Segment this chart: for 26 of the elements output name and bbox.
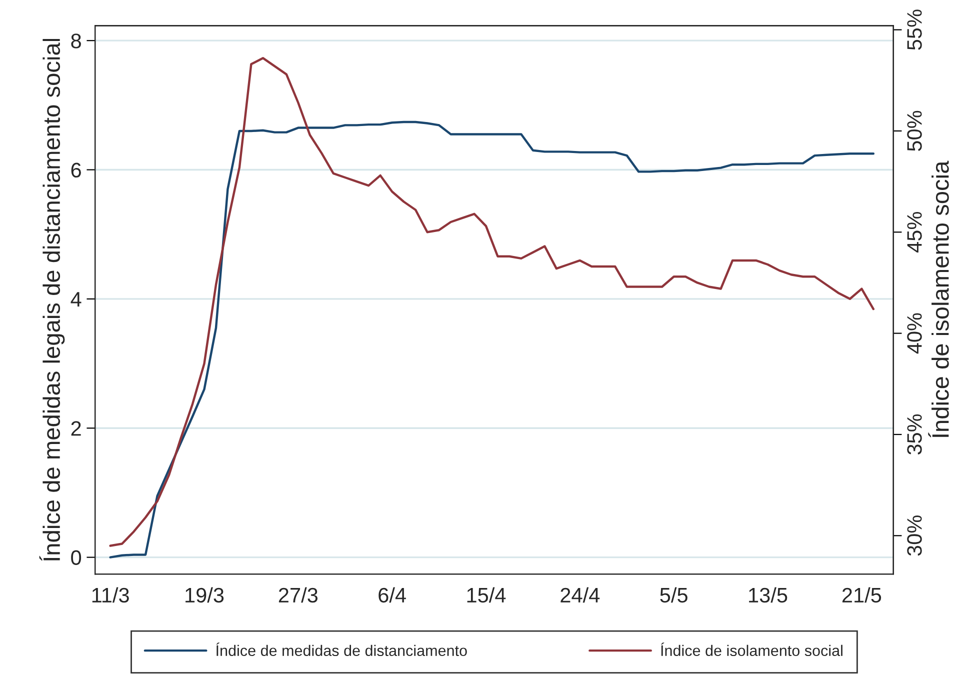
x-tick-label: 27/3: [278, 587, 318, 603]
x-tick-label: 19/3: [186, 587, 224, 603]
y2-tick-label: 35%: [907, 414, 922, 455]
y-tick-label: 2: [71, 421, 81, 436]
x-tick-label: 5/5: [660, 587, 688, 603]
y2-tick-label: 30%: [907, 516, 922, 556]
x-tick-label: 15/4: [467, 587, 506, 603]
y-tick-label: 4: [70, 292, 82, 306]
x-tick-label: 24/4: [560, 587, 600, 603]
x-tick-label: 6/4: [378, 587, 406, 603]
y2-axis-title: Índice de isolamento socia: [928, 160, 949, 438]
x-tick-label: 13/5: [749, 587, 788, 603]
y-tick-label: 6: [71, 162, 81, 178]
y2-tick-label: 45%: [907, 212, 922, 252]
y2-tick-label: 50%: [907, 110, 922, 151]
legend-label: Índice de isolamento social: [661, 642, 842, 656]
y-tick-label: 8: [71, 34, 81, 48]
y2-tick-label: 55%: [907, 10, 922, 50]
x-tick-label: 21/5: [842, 587, 882, 603]
y2-tick-label: 40%: [907, 313, 922, 354]
line-series: [109, 120, 875, 558]
x-tick-label: 11/3: [92, 587, 129, 603]
legend-label: Índice de medidas de distanciamento: [216, 642, 467, 656]
y-tick-label: 0: [71, 550, 82, 566]
y-axis-title: Índice de medidas legais de distanciamento social: [39, 38, 65, 561]
line-series: [109, 56, 875, 547]
